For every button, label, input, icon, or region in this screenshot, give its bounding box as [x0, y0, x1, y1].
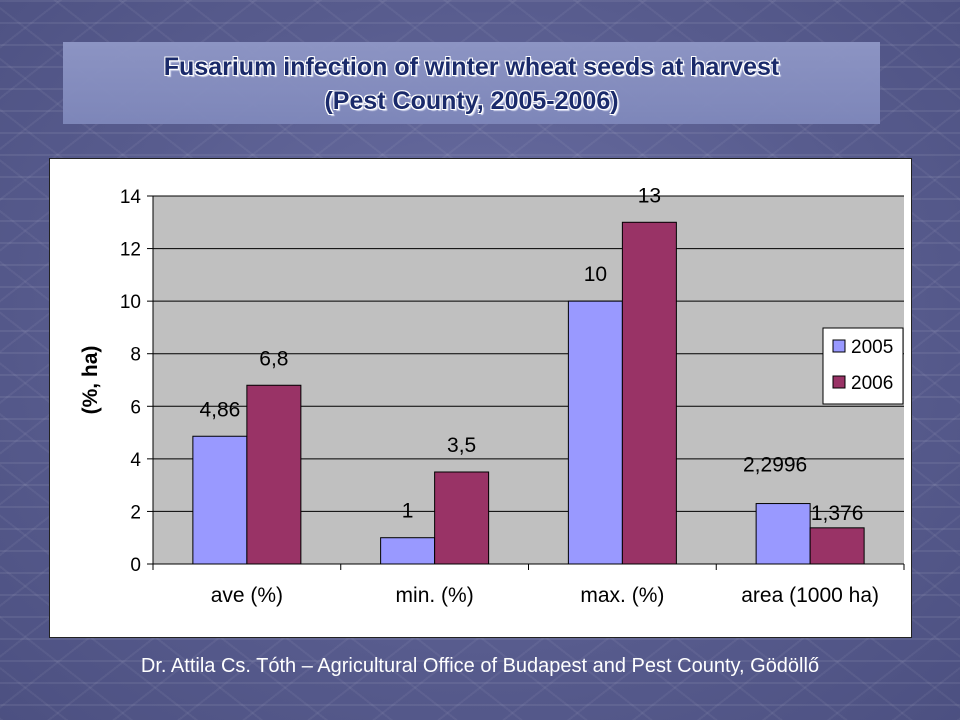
data-label: 1	[402, 500, 414, 523]
bar-2005	[755, 503, 811, 565]
y-tick-label: 8	[130, 345, 141, 366]
bar-2006	[434, 471, 490, 565]
y-tick-label: 6	[130, 397, 141, 418]
bar-2005	[567, 300, 623, 565]
title-line-1: Fusarium infection of winter wheat seeds…	[163, 53, 780, 81]
bar-2005	[192, 435, 248, 565]
data-label: 1,376	[811, 502, 864, 525]
title-line-2: (Pest County, 2005-2006)	[324, 87, 619, 115]
slide-title: Fusarium infection of winter wheat seeds…	[63, 50, 880, 118]
y-tick-label: 10	[120, 292, 141, 313]
x-category-label: area (1000 ha)	[741, 584, 879, 607]
data-label: 4,86	[199, 398, 240, 421]
bar-chart: 0 2 4 6 8 10 12 14 ave (%) min. (%) max. (%) area (…	[79, 184, 905, 607]
y-tick-label: 12	[120, 240, 141, 261]
legend-swatch-2005	[832, 339, 846, 353]
data-label: 2,2996	[743, 454, 807, 477]
y-axis-title: (%, ha)	[79, 346, 102, 415]
data-label: 13	[638, 184, 661, 207]
data-label: 3,5	[447, 434, 476, 457]
title-band	[63, 42, 880, 124]
data-label: 6,8	[259, 347, 288, 370]
bar-2005	[380, 537, 436, 565]
x-category-label: ave (%)	[211, 584, 283, 607]
legend-label: 2006	[851, 373, 893, 394]
legend-swatch-2006	[832, 375, 846, 389]
y-tick-label: 4	[130, 450, 141, 471]
x-category-label: max. (%)	[580, 584, 664, 607]
data-label: 10	[584, 263, 607, 286]
x-category-label: min. (%)	[396, 584, 474, 607]
chart-container: 0 2 4 6 8 10 12 14 ave (%) min. (%) max. (%) area (…	[49, 158, 912, 638]
y-tick-label: 14	[120, 187, 142, 208]
bar-2006	[809, 527, 865, 565]
bar-2006	[246, 384, 302, 565]
bar-2006	[621, 221, 677, 565]
footer-credit: Dr. Attila Cs. Tóth – Agricultural Offic…	[140, 655, 820, 677]
y-tick-label: 0	[130, 555, 141, 576]
legend-label: 2005	[851, 337, 893, 358]
y-tick-label: 2	[130, 502, 141, 523]
